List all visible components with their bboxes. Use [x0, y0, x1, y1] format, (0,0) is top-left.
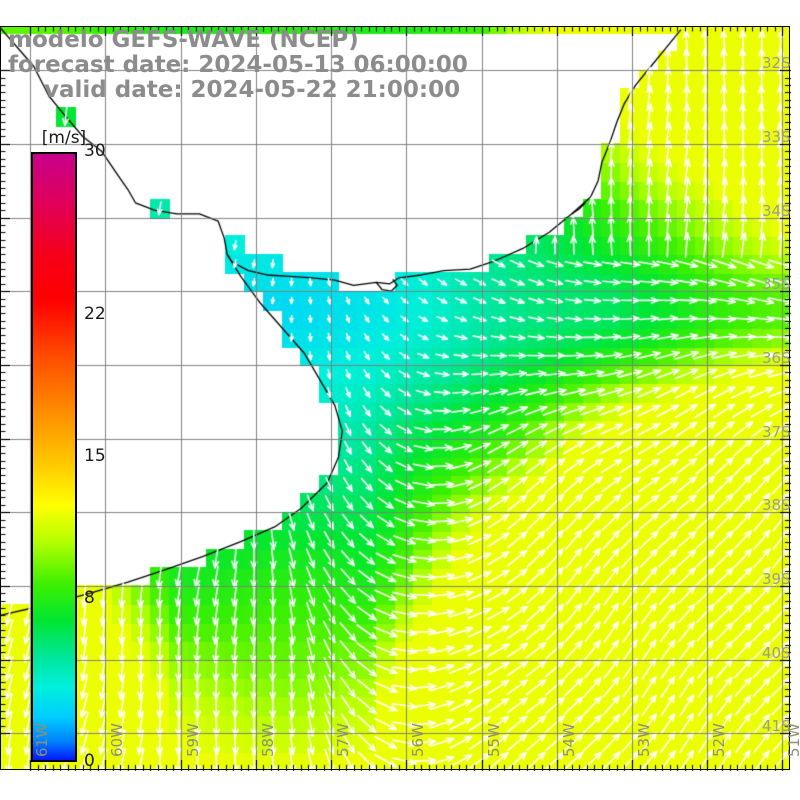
latitude-label-34S: 34S: [762, 201, 791, 220]
colorbar-tick-30: 30: [84, 141, 106, 161]
colorbar-gradient: [31, 152, 77, 762]
graticule-grid: [0, 26, 790, 770]
forecast-date: forecast date: 2024-05-13 06:00:00: [8, 52, 468, 78]
longitude-label-57W: 57W: [334, 723, 353, 757]
colorbar-tick-22: 22: [84, 303, 106, 324]
latitude-label-40S: 40S: [762, 643, 791, 662]
longitude-label-58W: 58W: [258, 723, 277, 757]
latitude-label-39S: 39S: [762, 569, 791, 588]
latitude-label-35S: 35S: [762, 275, 791, 294]
title-block: modelo GEFS-WAVE (NCEP) forecast date: 2…: [0, 28, 620, 103]
map-plot-area[interactable]: [0, 26, 790, 770]
longitude-label-61W: 61W: [33, 723, 52, 757]
valid-date: valid date: 2024-05-22 21:00:00: [44, 77, 461, 103]
longitude-label-56W: 56W: [409, 723, 428, 757]
longitude-label-52W: 52W: [710, 723, 729, 757]
colorbar[interactable]: [31, 152, 77, 762]
longitude-label-60W: 60W: [108, 723, 127, 757]
latitude-label-32S: 32S: [762, 54, 791, 73]
colorbar-tick-8: 8: [84, 588, 95, 609]
colorbar-tick-0: 0: [84, 751, 95, 771]
longitude-label-53W: 53W: [635, 723, 653, 757]
longitude-label-54W: 54W: [559, 723, 578, 757]
longitude-label-55W: 55W: [484, 723, 503, 757]
latitude-label-37S: 37S: [762, 422, 791, 441]
longitude-label-51W: 51W: [785, 723, 800, 757]
longitude-label-59W: 59W: [183, 723, 202, 757]
latitude-label-36S: 36S: [762, 348, 791, 367]
model-title: modelo GEFS-WAVE (NCEP): [8, 27, 359, 53]
colorbar-unit-label: [m/s]: [41, 128, 87, 148]
latitude-label-38S: 38S: [762, 496, 791, 515]
latitude-label-33S: 33S: [762, 127, 791, 146]
latitude-label-41S: 41S: [762, 717, 791, 736]
colorbar-tick-15: 15: [84, 446, 106, 466]
